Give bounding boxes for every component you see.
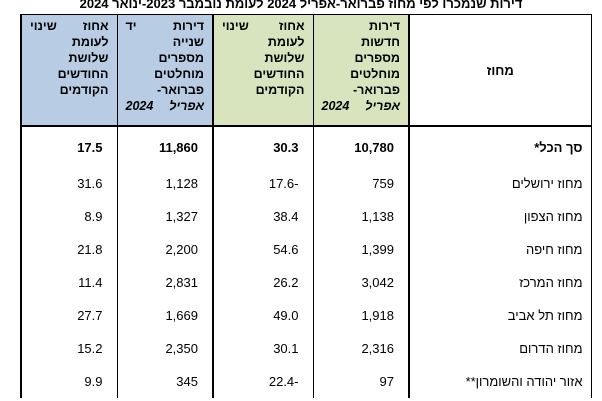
second-hand-header: דירות יד שנייה מספרים מוחלטים פברואר- אפ… (116, 14, 213, 127)
sales-table: מחוז דירות חדשות מספרים מוחלטים פברואר- … (20, 14, 592, 398)
table-title: דירות שנמכרו לפי מחוז פברואר-אפריל 2024 … (79, 0, 523, 11)
new-change-cell: 49.0 (212, 299, 313, 332)
region-cell: מחוז תל אביב (408, 299, 592, 332)
table-row: אזור יהודה והשומרון** 97 -22.4 345 9.9 (20, 365, 592, 398)
second-change-cell: 15.2 (20, 332, 117, 365)
table-row-total: סך הכל* 10,780 30.3 11,860 17.5 (20, 126, 592, 167)
second-count-cell: 2,350 (116, 332, 213, 365)
new-change-cell: 26.2 (212, 266, 313, 299)
new-change-cell: -17.6 (212, 167, 313, 200)
second-count-cell: 11,860 (116, 126, 213, 167)
new-count-cell: 97 (312, 365, 409, 398)
table-row: מחוז ירושלים 759 -17.6 1,128 31.6 (20, 167, 592, 200)
region-cell: מחוז המרכז (408, 266, 592, 299)
table-row: מחוז המרכז 3,042 26.2 2,831 11.4 (20, 266, 592, 299)
second-count-cell: 345 (116, 365, 213, 398)
new-change-cell: 30.1 (212, 332, 313, 365)
new-change-cell: 38.4 (212, 200, 313, 233)
second-count-cell: 1,128 (116, 167, 213, 200)
second-change-cell: 9.9 (20, 365, 117, 398)
second-count-cell: 2,200 (116, 233, 213, 266)
new-count-cell: 1,138 (312, 200, 409, 233)
second-change-header: אחוז שינוי לעומת שלושת החודשים הקודמים (20, 14, 117, 127)
second-count-cell: 2,831 (116, 266, 213, 299)
new-apartments-header: דירות חדשות מספרים מוחלטים פברואר- אפריל… (312, 14, 409, 127)
header-row: מחוז דירות חדשות מספרים מוחלטים פברואר- … (20, 14, 592, 127)
new-count-cell: 10,780 (312, 126, 409, 167)
second-change-cell: 8.9 (20, 200, 117, 233)
table-row: מחוז תל אביב 1,918 49.0 1,669 27.7 (20, 299, 592, 332)
region-cell: מחוז ירושלים (408, 167, 592, 200)
new-count-cell: 759 (312, 167, 409, 200)
region-cell: מחוז הצפון (408, 200, 592, 233)
region-cell: מחוז הדרום (408, 332, 592, 365)
second-change-cell: 11.4 (20, 266, 117, 299)
table-row: מחוז הצפון 1,138 38.4 1,327 8.9 (20, 200, 592, 233)
region-header: מחוז (408, 14, 592, 127)
table-row: מחוז הדרום 2,316 30.1 2,350 15.2 (20, 332, 592, 365)
second-count-cell: 1,669 (116, 299, 213, 332)
second-change-cell: 27.7 (20, 299, 117, 332)
region-cell: סך הכל* (408, 126, 592, 167)
new-change-cell: 54.6 (212, 233, 313, 266)
second-change-cell: 17.5 (20, 126, 117, 167)
second-count-cell: 1,327 (116, 200, 213, 233)
new-count-cell: 3,042 (312, 266, 409, 299)
second-change-cell: 31.6 (20, 167, 117, 200)
second-change-cell: 21.8 (20, 233, 117, 266)
region-cell: מחוז חיפה (408, 233, 592, 266)
region-cell: אזור יהודה והשומרון** (408, 365, 592, 398)
table-row: מחוז חיפה 1,399 54.6 2,200 21.8 (20, 233, 592, 266)
new-count-cell: 2,316 (312, 332, 409, 365)
new-change-cell: -22.4 (212, 365, 313, 398)
new-count-cell: 1,399 (312, 233, 409, 266)
new-change-header: אחוז שינוי לעומת שלושת החודשים הקודמים (212, 14, 313, 127)
new-change-cell: 30.3 (212, 126, 313, 167)
new-count-cell: 1,918 (312, 299, 409, 332)
